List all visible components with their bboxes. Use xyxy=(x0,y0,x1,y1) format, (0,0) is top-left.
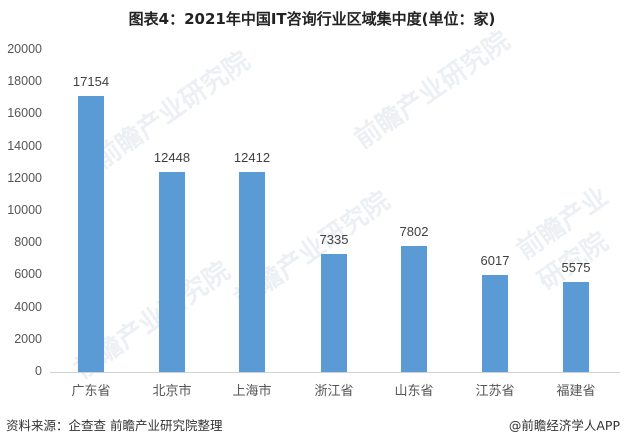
value-label: 7335 xyxy=(319,231,349,247)
y-tick-label: 8000 xyxy=(14,235,42,250)
x-tick-label: 山东省 xyxy=(394,384,434,399)
bar xyxy=(78,95,104,372)
value-label: 5575 xyxy=(561,260,591,276)
watermark: 前瞻产业研究院 xyxy=(349,26,516,156)
bar xyxy=(482,275,508,372)
x-tick-label: 福建省 xyxy=(556,384,596,399)
y-tick-label: 14000 xyxy=(7,138,42,153)
y-tick-label: 12000 xyxy=(7,170,42,185)
y-tick-label: 20000 xyxy=(7,42,42,56)
x-tick-label: 北京市 xyxy=(152,384,192,399)
value-label: 6017 xyxy=(480,253,510,269)
bar xyxy=(401,246,427,372)
x-tick-label: 浙江省 xyxy=(314,384,354,399)
y-tick-label: 0 xyxy=(35,364,42,378)
bar xyxy=(321,253,347,372)
bar xyxy=(563,282,589,372)
watermark: 前瞻产业研究院 xyxy=(511,181,615,297)
x-tick-label: 广东省 xyxy=(71,384,111,399)
credit-note: @前瞻经济学人APP xyxy=(508,418,620,433)
value-label: 12412 xyxy=(233,150,271,166)
x-tick-label: 上海市 xyxy=(232,384,272,399)
x-axis-line xyxy=(50,372,620,373)
y-tick-label: 16000 xyxy=(7,106,42,121)
y-tick-label: 2000 xyxy=(14,331,42,346)
chart-title: 图表4：2021年中国IT咨询行业区域集中度(单位：家) xyxy=(128,10,496,28)
bar xyxy=(159,171,185,372)
source-note: 资料来源：企查查 前瞻产业研究院整理 xyxy=(6,418,223,433)
y-tick-label: 10000 xyxy=(7,203,42,217)
value-label: 12448 xyxy=(153,149,191,165)
y-tick-label: 18000 xyxy=(7,74,42,89)
value-label: 7802 xyxy=(399,224,429,240)
y-tick-label: 6000 xyxy=(14,267,42,282)
value-label: 17154 xyxy=(72,73,110,89)
x-tick-label: 江苏省 xyxy=(475,384,515,399)
bar xyxy=(239,172,265,372)
y-tick-label: 4000 xyxy=(14,299,42,314)
